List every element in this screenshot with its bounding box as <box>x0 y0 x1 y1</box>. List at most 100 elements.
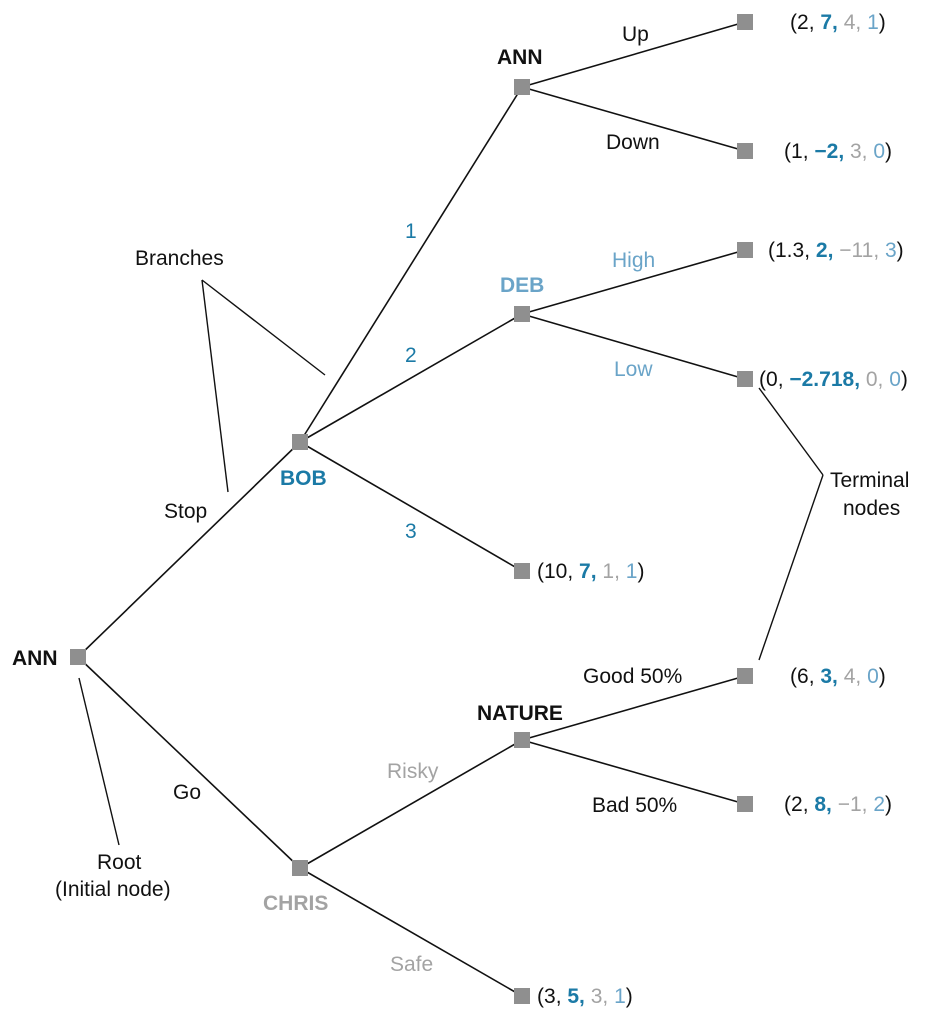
payoff-ann: 2 <box>791 793 803 816</box>
player-label-ann-second: ANN <box>497 46 543 69</box>
payoff-ann: 3 <box>544 985 556 1008</box>
node-bob <box>292 434 308 450</box>
player-labels: ANN BOB CHRIS ANN DEB NATURE <box>12 46 563 915</box>
payoff-chris: 1 <box>602 560 614 583</box>
edge-chris-safe <box>299 867 523 997</box>
branches-pointer-left <box>201 279 229 493</box>
payoff-deb: 0 <box>889 368 901 391</box>
edge-ann-up <box>521 21 746 88</box>
annotation-terminal-line1: Terminal <box>830 469 909 492</box>
annotation-branches: Branches <box>135 247 224 270</box>
payoff-bob: 2 <box>816 239 828 262</box>
tree-nodes <box>70 14 753 1004</box>
root-pointer <box>78 677 120 846</box>
move-label-bob-2: 2 <box>405 344 417 367</box>
payoff-deb: 2 <box>873 793 885 816</box>
payoff-chris: 4 <box>844 11 856 34</box>
edge-ann-down <box>521 86 746 152</box>
tree-edges <box>77 21 746 997</box>
payoff-deb: 0 <box>867 665 879 688</box>
payoff-ann: 0 <box>766 368 778 391</box>
payoff-deb: 1 <box>867 11 879 34</box>
edge-bob-3 <box>299 441 523 572</box>
move-label-low: Low <box>614 358 653 381</box>
payoff-ann: 1 <box>791 140 803 163</box>
payoff-bob: 7 <box>579 560 591 583</box>
payoff-chris: 4 <box>844 665 856 688</box>
terminal-node-low <box>737 371 753 387</box>
terminal-node-up <box>737 14 753 30</box>
edge-bob-2 <box>299 313 523 443</box>
edge-ann-go <box>77 656 301 869</box>
payoff-bob3: (10, 7, 1, 1) <box>537 560 644 583</box>
payoff-high: (1.3, 2, −11, 3) <box>768 239 904 262</box>
payoff-ann: 1.3 <box>775 239 804 262</box>
node-ann-second <box>514 79 530 95</box>
edge-chris-risky <box>299 739 523 869</box>
annotation-terminal-line2: nodes <box>843 497 900 520</box>
payoff-chris: −11 <box>839 239 873 262</box>
payoff-bob: 5 <box>567 985 579 1008</box>
payoff-up: (2, 7, 4, 1) <box>790 11 886 34</box>
payoff-deb: 3 <box>885 239 897 262</box>
move-label-safe: Safe <box>390 953 433 976</box>
terminal-node-down <box>737 143 753 159</box>
node-root-ann <box>70 649 86 665</box>
edge-deb-high <box>521 249 746 315</box>
terminal-node-bad <box>737 796 753 812</box>
player-label-ann-root: ANN <box>12 647 58 670</box>
payoff-ann: 6 <box>797 665 809 688</box>
move-label-high: High <box>612 249 655 272</box>
player-label-chris: CHRIS <box>263 892 328 915</box>
edge-nature-good <box>521 675 746 741</box>
payoff-bob: −2 <box>814 140 838 163</box>
payoff-bob: −2.718 <box>789 368 854 391</box>
move-label-risky: Risky <box>387 760 439 783</box>
node-chris <box>292 860 308 876</box>
annotation-root-line1: Root <box>97 851 142 874</box>
move-label-down: Down <box>606 131 660 154</box>
move-label-bad: Bad 50% <box>592 794 677 817</box>
annotation-pointers <box>78 279 824 846</box>
move-labels: Stop Go 1 2 3 Up Down High Low Risky Saf… <box>164 23 682 976</box>
payoff-chris: 3 <box>591 985 603 1008</box>
payoff-chris: −1 <box>838 793 862 816</box>
annotations: Branches Terminal nodes Root (Initial no… <box>55 247 909 901</box>
annotation-root-line2: (Initial node) <box>55 878 171 901</box>
payoff-low: (0, −2.718, 0, 0) <box>759 368 908 391</box>
terminal-pointer-up <box>758 387 824 476</box>
payoff-deb: 1 <box>614 985 626 1008</box>
payoff-bob: 8 <box>814 793 826 816</box>
player-label-bob: BOB <box>280 467 327 490</box>
payoffs: (2, 7, 4, 1) (1, −2, 3, 0) (1.3, 2, −11,… <box>537 11 908 1008</box>
move-label-go: Go <box>173 781 201 804</box>
payoff-deb: 1 <box>626 560 638 583</box>
move-label-stop: Stop <box>164 500 207 523</box>
payoff-down: (1, −2, 3, 0) <box>784 140 892 163</box>
terminal-node-bob3 <box>514 563 530 579</box>
payoff-deb: 0 <box>873 140 885 163</box>
edge-ann-stop <box>77 441 301 658</box>
payoff-bob: 3 <box>820 665 832 688</box>
branches-pointer-right <box>201 279 326 376</box>
payoff-ann: 10 <box>544 560 567 583</box>
move-label-good: Good 50% <box>583 665 682 688</box>
payoff-bad: (2, 8, −1, 2) <box>784 793 892 816</box>
payoff-good: (6, 3, 4, 0) <box>790 665 886 688</box>
move-label-up: Up <box>622 23 649 46</box>
payoff-bob: 7 <box>820 11 832 34</box>
player-label-nature: NATURE <box>477 702 563 725</box>
edge-nature-bad <box>521 739 746 805</box>
terminal-node-high <box>737 242 753 258</box>
terminal-node-good <box>737 668 753 684</box>
player-label-deb: DEB <box>500 274 544 297</box>
payoff-ann: 2 <box>797 11 809 34</box>
payoff-chris: 3 <box>850 140 862 163</box>
terminal-pointer-down <box>758 474 824 661</box>
move-label-bob-1: 1 <box>405 220 417 243</box>
move-label-bob-3: 3 <box>405 520 417 543</box>
node-nature <box>514 732 530 748</box>
edge-bob-1 <box>299 86 523 443</box>
payoff-chris: 0 <box>866 368 878 391</box>
